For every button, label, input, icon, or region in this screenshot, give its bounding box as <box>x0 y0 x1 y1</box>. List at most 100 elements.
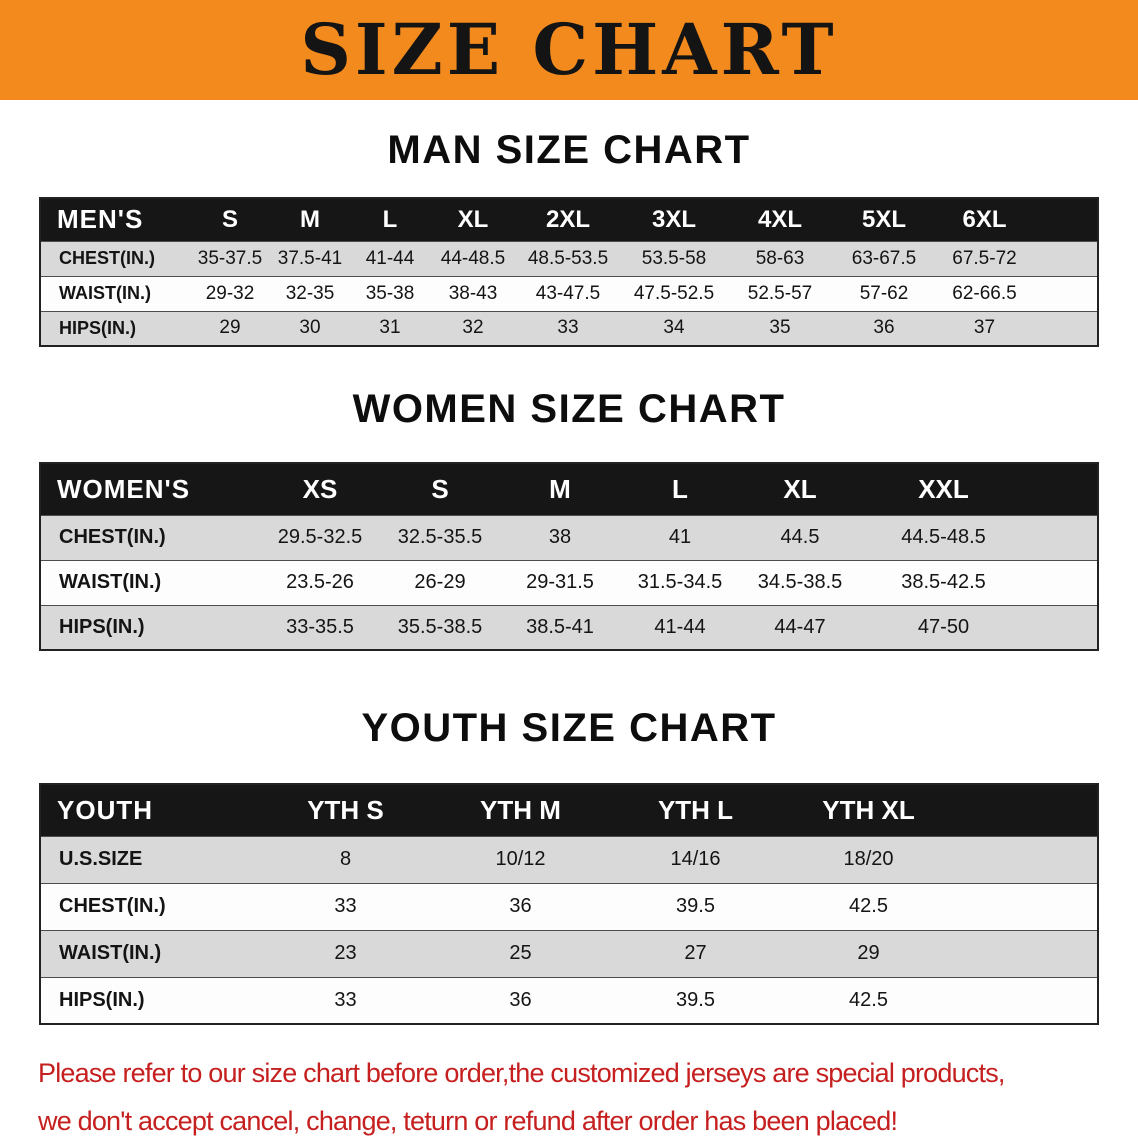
measurement-row: WAIST(IN.) 29-32 32-35 35-38 38-43 43-47.5 47.… <box>40 276 1098 311</box>
value-cell: 48.5-53.5 <box>527 247 609 269</box>
size-column-header: S <box>190 198 270 241</box>
value-cell: 32 <box>462 317 484 339</box>
value-cell: 35-38 <box>365 282 415 304</box>
value-cell: 52.5-57 <box>747 282 813 304</box>
size-column-header: L <box>620 463 740 515</box>
value-cell: 35-37.5 <box>197 247 263 269</box>
value-cell: 37 <box>973 317 996 339</box>
row-label-cell: CHEST(IN.) <box>59 895 166 917</box>
value-cell: 27 <box>684 942 707 964</box>
size-column-header: YTH XL <box>783 784 1098 836</box>
youth-size-section: YOUTH SIZE CHART YOUTH YTH S YTH M YTH L YTH… <box>0 706 1138 1025</box>
value-cell: 39.5 <box>676 895 715 917</box>
value-cell: 29-31.5 <box>526 571 594 593</box>
size-column-header: 3XL <box>620 198 728 241</box>
value-cell: 10/12 <box>495 848 546 870</box>
value-cell: 42.5 <box>849 988 888 1011</box>
table-title-cell: WOMEN'S <box>40 463 260 515</box>
measurement-row: HIPS(IN.) 33 36 39.5 42.5 <box>40 977 1098 1024</box>
table-title-cell: MEN'S <box>40 198 190 241</box>
row-label-cell: WAIST(IN.) <box>59 942 162 964</box>
size-column-header: 4XL <box>728 198 832 241</box>
size-column-header: YTH L <box>608 784 783 836</box>
size-chart-banner: SIZE CHART <box>0 0 1138 100</box>
value-cell: 32.5-35.5 <box>397 526 483 548</box>
table-header-row: YOUTH YTH S YTH M YTH L YTH XL <box>40 784 1098 836</box>
value-cell: 37.5-41 <box>277 247 343 269</box>
size-column-header: 5XL <box>832 198 936 241</box>
measurement-row: CHEST(IN.) 29.5-32.5 32.5-35.5 38 41 44.5 44.5… <box>40 515 1098 560</box>
value-cell: 38 <box>548 526 572 548</box>
value-cell: 41-44 <box>654 615 706 638</box>
row-label-cell: U.S.SIZE <box>59 848 143 870</box>
women-size-heading: WOMEN SIZE CHART <box>352 387 786 431</box>
measurement-row: HIPS(IN.) 29 30 31 32 33 34 35 36 37 <box>40 311 1098 346</box>
value-cell: 33 <box>334 895 357 917</box>
man-size-section: MAN SIZE CHART MEN'S S M L XL 2XL 3XL 4XL 5XL 6XL… <box>0 128 1138 347</box>
row-label-cell: WAIST(IN.) <box>59 283 151 303</box>
value-cell: 57-62 <box>859 282 909 304</box>
youth-size-heading: YOUTH SIZE CHART <box>361 706 777 750</box>
value-cell: 14/16 <box>670 848 721 870</box>
value-cell: 23 <box>334 942 357 964</box>
men-size-table: MEN'S S M L XL 2XL 3XL 4XL 5XL 6XL CHEST(IN.) 35-37… <box>39 197 1099 347</box>
value-cell: 29-32 <box>205 282 255 304</box>
youth-size-table: YOUTH YTH S YTH M YTH L YTH XL U.S.SIZE 8 10/12… <box>39 783 1099 1025</box>
value-cell: 41 <box>668 526 692 548</box>
value-cell: 44-48.5 <box>440 247 506 269</box>
value-cell: 53.5-58 <box>641 247 707 269</box>
size-column-header: 6XL <box>936 198 1098 241</box>
value-cell: 47-50 <box>917 615 970 638</box>
value-cell: 33-35.5 <box>286 615 354 638</box>
size-column-header: YTH M <box>433 784 608 836</box>
row-label-cell: HIPS(IN.) <box>59 988 145 1011</box>
value-cell: 35.5-38.5 <box>397 615 483 638</box>
value-cell: 58-63 <box>755 247 805 269</box>
disclaimer: Please refer to our size chart before or… <box>0 1049 1138 1145</box>
value-cell: 62-66.5 <box>952 282 1017 304</box>
value-cell: 38.5-41 <box>526 615 594 638</box>
row-label-cell: WAIST(IN.) <box>59 571 162 593</box>
value-cell: 39.5 <box>676 988 715 1011</box>
value-cell: 43-47.5 <box>535 282 601 304</box>
measurement-row: WAIST(IN.) 23.5-26 26-29 29-31.5 31.5-34.5 34… <box>40 560 1098 605</box>
value-cell: 29 <box>857 942 880 964</box>
value-cell: 29 <box>219 317 241 339</box>
disclaimer-line-1: Please refer to our size chart before or… <box>38 1058 1005 1088</box>
value-cell: 31.5-34.5 <box>637 571 723 593</box>
table-title-cell: YOUTH <box>40 784 258 836</box>
value-cell: 18/20 <box>843 848 894 870</box>
value-cell: 34.5-38.5 <box>757 571 843 593</box>
size-column-header: XL <box>740 463 860 515</box>
value-cell: 33 <box>557 317 579 339</box>
value-cell: 29.5-32.5 <box>277 526 363 548</box>
value-cell: 38.5-42.5 <box>901 571 986 593</box>
measurement-row: WAIST(IN.) 23 25 27 29 <box>40 930 1098 977</box>
value-cell: 44.5-48.5 <box>901 526 986 548</box>
value-cell: 42.5 <box>849 895 888 917</box>
size-column-header: XS <box>260 463 380 515</box>
women-size-section: WOMEN SIZE CHART WOMEN'S XS S M L XL XXL CHEST(… <box>0 387 1138 651</box>
measurement-row: U.S.SIZE 8 10/12 14/16 18/20 <box>40 836 1098 883</box>
value-cell: 41-44 <box>365 247 415 269</box>
row-label-cell: CHEST(IN.) <box>59 526 166 548</box>
value-cell: 36 <box>509 895 532 917</box>
measurement-row: HIPS(IN.) 33-35.5 35.5-38.5 38.5-41 41-44 44-… <box>40 605 1098 650</box>
size-column-header: YTH S <box>258 784 433 836</box>
value-cell: 31 <box>379 317 401 339</box>
value-cell: 25 <box>509 942 532 964</box>
banner-title: SIZE CHART <box>300 8 838 91</box>
value-cell: 38-43 <box>448 282 498 304</box>
value-cell: 34 <box>663 317 685 339</box>
row-label-cell: CHEST(IN.) <box>59 248 155 268</box>
value-cell: 8 <box>339 848 352 870</box>
size-column-header: XL <box>430 198 516 241</box>
row-label-cell: HIPS(IN.) <box>59 317 137 338</box>
table-header-row: WOMEN'S XS S M L XL XXL <box>40 463 1098 515</box>
size-column-header: 2XL <box>516 198 620 241</box>
value-cell: 63-67.5 <box>851 247 917 269</box>
value-cell: 67.5-72 <box>952 247 1017 269</box>
value-cell: 26-29 <box>414 571 466 593</box>
size-column-header: S <box>380 463 500 515</box>
man-size-heading: MAN SIZE CHART <box>387 128 751 172</box>
